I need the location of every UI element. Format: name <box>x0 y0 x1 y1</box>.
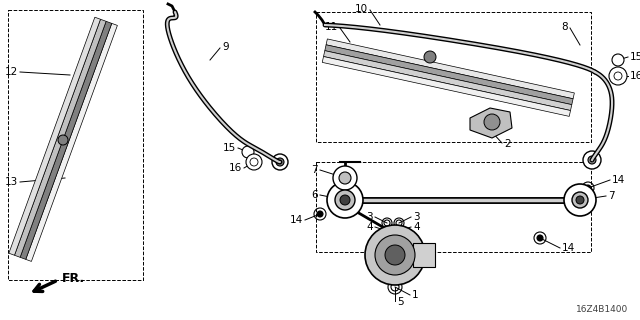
Polygon shape <box>9 17 100 255</box>
Polygon shape <box>323 51 572 110</box>
Text: 8: 8 <box>561 22 568 32</box>
Text: 13: 13 <box>4 177 18 187</box>
Ellipse shape <box>588 156 596 164</box>
Ellipse shape <box>339 172 351 184</box>
Ellipse shape <box>58 135 68 145</box>
Ellipse shape <box>340 195 350 205</box>
Text: 7: 7 <box>608 191 614 201</box>
Ellipse shape <box>276 158 284 166</box>
Ellipse shape <box>585 185 591 191</box>
Ellipse shape <box>246 154 262 170</box>
Ellipse shape <box>272 154 288 170</box>
Polygon shape <box>26 23 117 261</box>
Ellipse shape <box>614 72 622 80</box>
Circle shape <box>365 225 425 285</box>
Ellipse shape <box>385 245 405 265</box>
Ellipse shape <box>242 146 254 158</box>
Text: 14: 14 <box>562 243 575 253</box>
Ellipse shape <box>609 67 627 85</box>
Text: 11: 11 <box>324 22 338 32</box>
Polygon shape <box>470 108 512 138</box>
Text: 7: 7 <box>312 165 318 175</box>
Text: 3: 3 <box>366 212 373 222</box>
Text: 6: 6 <box>312 190 318 200</box>
Text: 4: 4 <box>366 222 373 232</box>
Ellipse shape <box>327 182 363 218</box>
Text: FR.: FR. <box>62 273 85 285</box>
Polygon shape <box>326 39 574 99</box>
FancyBboxPatch shape <box>413 243 435 267</box>
Ellipse shape <box>572 192 588 208</box>
Text: 1: 1 <box>412 290 419 300</box>
Ellipse shape <box>317 211 323 217</box>
Ellipse shape <box>576 196 584 204</box>
Text: 14: 14 <box>612 175 625 185</box>
Ellipse shape <box>424 51 436 63</box>
Text: 9: 9 <box>222 42 228 52</box>
Ellipse shape <box>583 151 601 169</box>
Text: 14: 14 <box>290 215 303 225</box>
Text: 16Z4B1400: 16Z4B1400 <box>576 305 628 314</box>
Ellipse shape <box>612 54 624 66</box>
Text: 3: 3 <box>413 212 420 222</box>
Ellipse shape <box>333 166 357 190</box>
Text: 16: 16 <box>228 163 242 173</box>
Text: 4: 4 <box>413 222 420 232</box>
Polygon shape <box>15 19 106 257</box>
Polygon shape <box>324 45 573 105</box>
Text: 5: 5 <box>397 297 404 307</box>
Polygon shape <box>20 21 112 260</box>
Text: 10: 10 <box>355 4 368 14</box>
Ellipse shape <box>335 190 355 210</box>
Ellipse shape <box>537 235 543 241</box>
Text: 15: 15 <box>223 143 236 153</box>
Ellipse shape <box>250 158 258 166</box>
Text: 12: 12 <box>4 67 18 77</box>
Text: 16: 16 <box>630 71 640 81</box>
Ellipse shape <box>375 235 415 275</box>
Text: 2: 2 <box>504 139 511 149</box>
Ellipse shape <box>484 114 500 130</box>
Polygon shape <box>322 57 570 116</box>
Text: 15: 15 <box>630 52 640 62</box>
Ellipse shape <box>564 184 596 216</box>
